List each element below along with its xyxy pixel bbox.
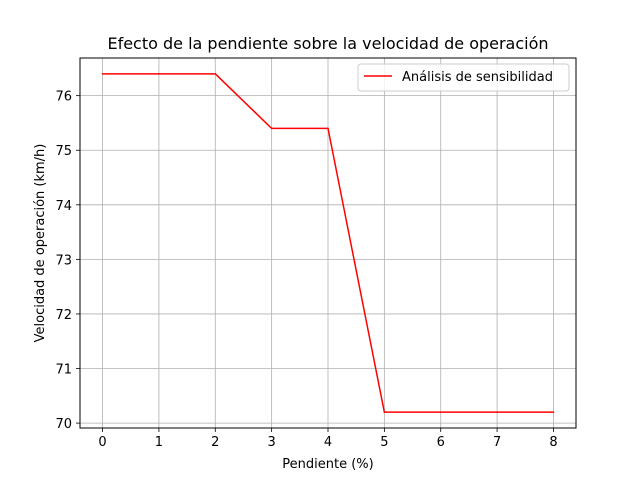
data-point xyxy=(496,411,498,413)
x-tick-label: 7 xyxy=(493,435,501,450)
y-tick-label: 71 xyxy=(55,363,72,378)
x-tick-label: 3 xyxy=(267,435,275,450)
data-point xyxy=(327,127,329,130)
y-tick-label: 75 xyxy=(55,144,72,159)
chart-title: Efecto de la pendiente sobre la velocida… xyxy=(107,34,548,53)
data-point xyxy=(214,73,217,75)
x-tick-label: 4 xyxy=(324,435,332,450)
x-tick-label: 8 xyxy=(549,435,557,450)
y-tick-label: 74 xyxy=(55,199,72,214)
legend-label: Análisis de sensibilidad xyxy=(402,70,553,85)
x-tick-label: 0 xyxy=(98,435,106,450)
grid xyxy=(80,58,576,428)
x-tick-label: 1 xyxy=(155,435,163,450)
y-axis-ticks: 70 71 72 73 74 75 76 xyxy=(55,90,80,432)
data-point xyxy=(439,411,442,413)
data-point xyxy=(383,411,386,413)
y-axis-label: Velocidad de operación (km/h) xyxy=(33,144,48,343)
x-tick-label: 6 xyxy=(437,435,445,450)
data-point xyxy=(552,411,555,413)
data-point xyxy=(270,127,273,130)
x-tick-label: 5 xyxy=(380,435,388,450)
y-tick-label: 72 xyxy=(55,308,72,323)
series-layer xyxy=(101,73,555,413)
data-point xyxy=(101,73,104,75)
data-point xyxy=(158,73,160,75)
y-tick-label: 73 xyxy=(55,253,72,268)
legend: Análisis de sensibilidad xyxy=(357,63,570,92)
x-axis-label: Pendiente (%) xyxy=(282,457,373,472)
y-tick-label: 70 xyxy=(55,417,72,432)
y-tick-label: 76 xyxy=(55,90,72,105)
x-axis-ticks: 0 1 2 3 4 5 6 7 8 xyxy=(98,428,558,450)
legend-box xyxy=(357,63,570,92)
x-tick-label: 2 xyxy=(211,435,219,450)
